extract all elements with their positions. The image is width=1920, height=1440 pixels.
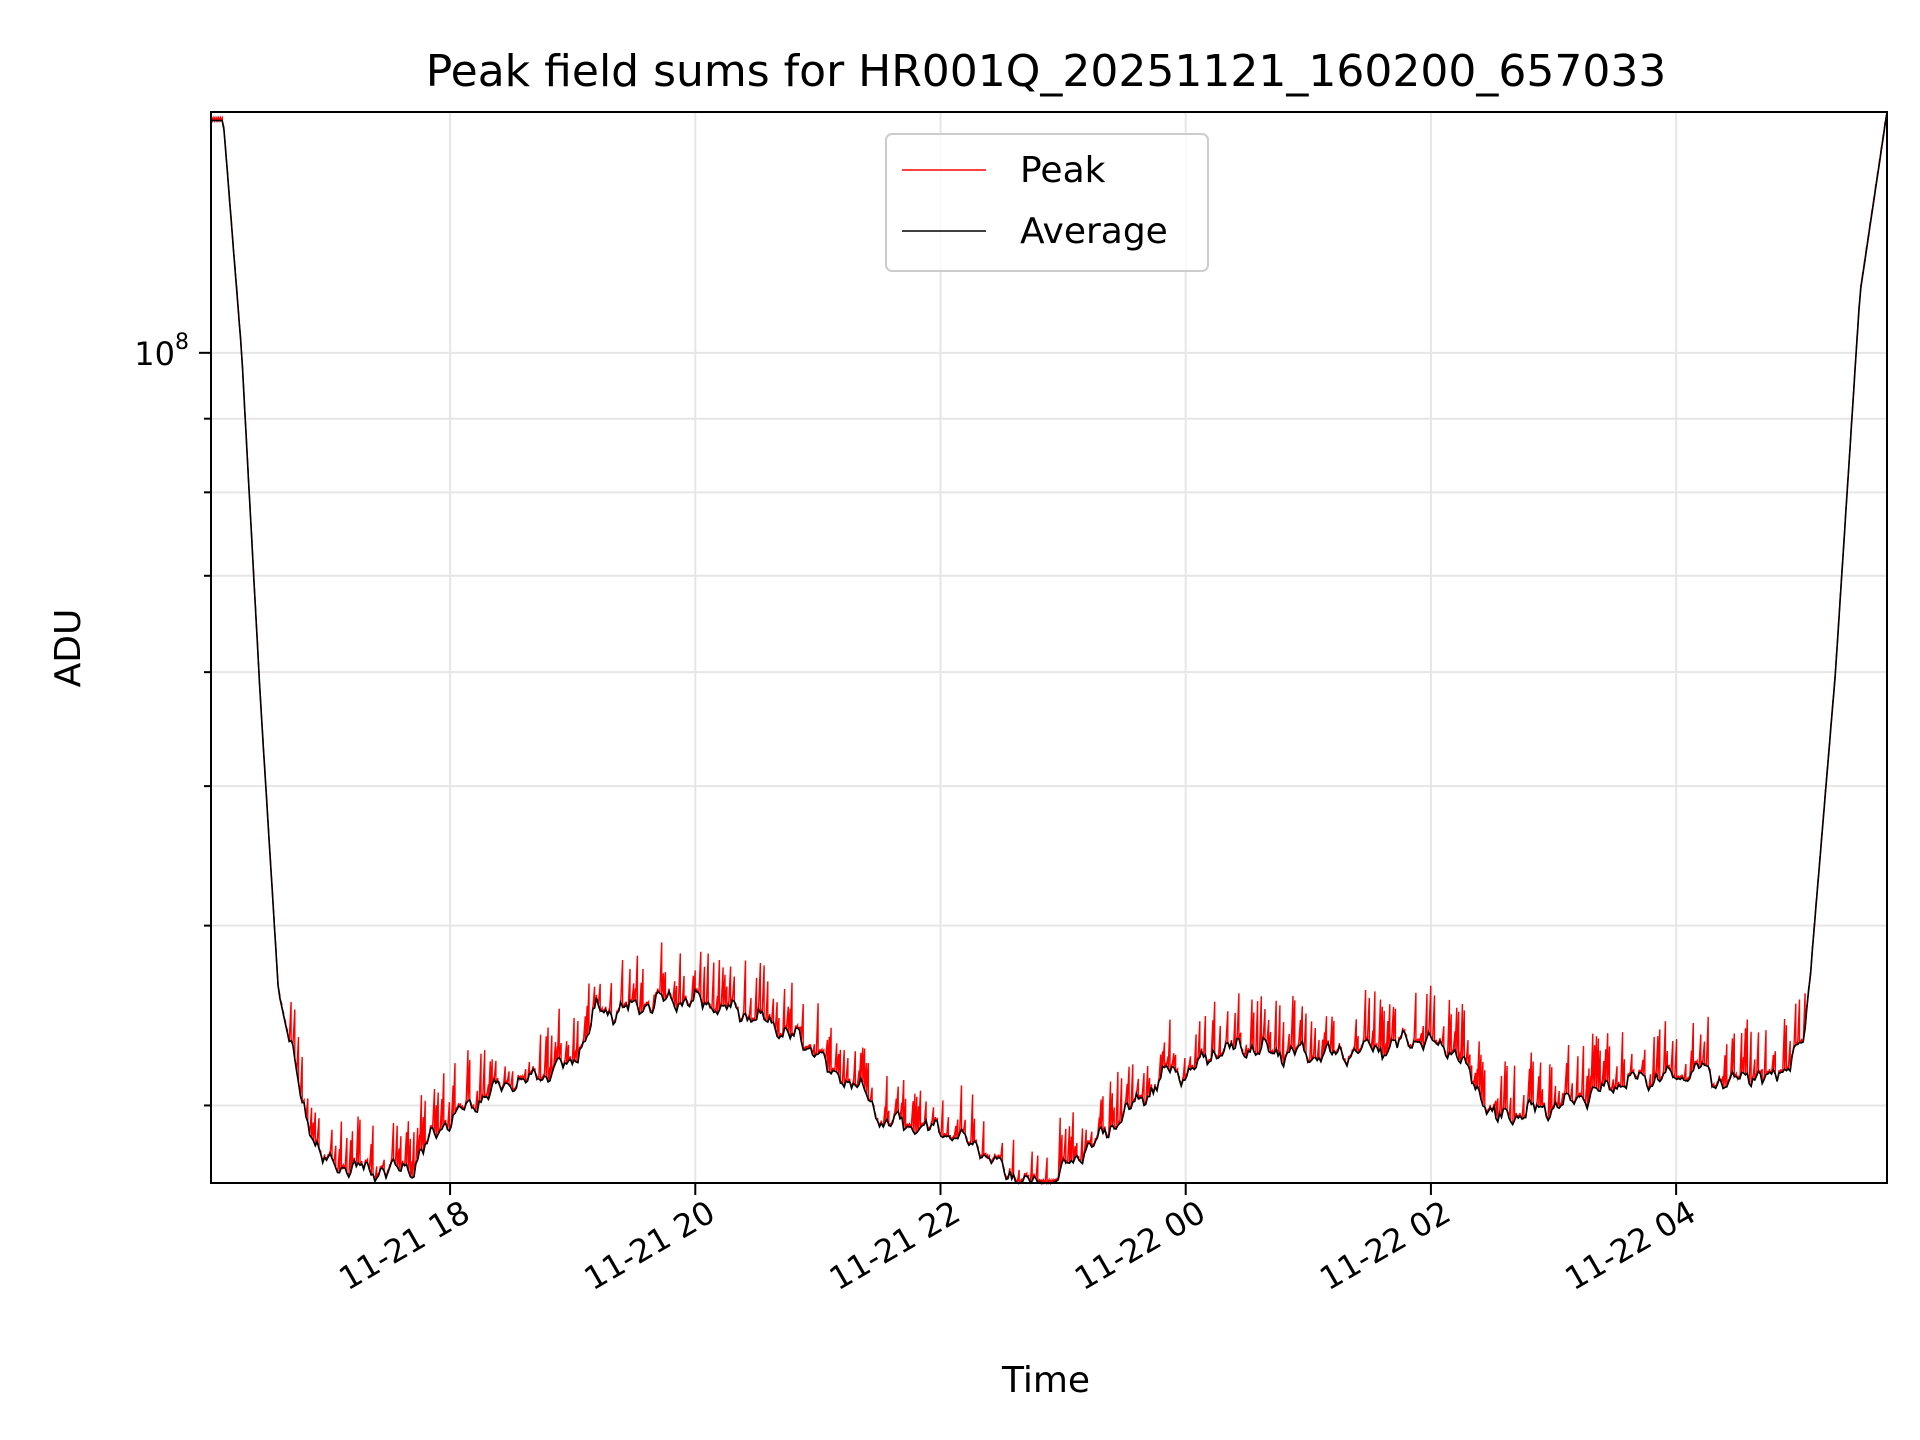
chart-title: Peak field sums for HR001Q_20251121_1602… bbox=[426, 46, 1667, 97]
x-axis-label: Time bbox=[1001, 1360, 1090, 1401]
y-axis-label: ADU bbox=[48, 609, 89, 688]
y-tick-label-base: 10 bbox=[134, 335, 175, 373]
y-tick-label-exponent: 8 bbox=[175, 330, 189, 355]
legend-box bbox=[885, 133, 1209, 272]
series-peak-line bbox=[210, 111, 1888, 1186]
legend-label-average: Average bbox=[1020, 211, 1168, 252]
legend: Peak Average bbox=[885, 133, 1209, 272]
plot-frame bbox=[210, 111, 1888, 1184]
grid bbox=[211, 112, 1887, 1183]
y-tick-label: 108 bbox=[134, 330, 189, 373]
legend-label-peak: Peak bbox=[1020, 150, 1106, 191]
